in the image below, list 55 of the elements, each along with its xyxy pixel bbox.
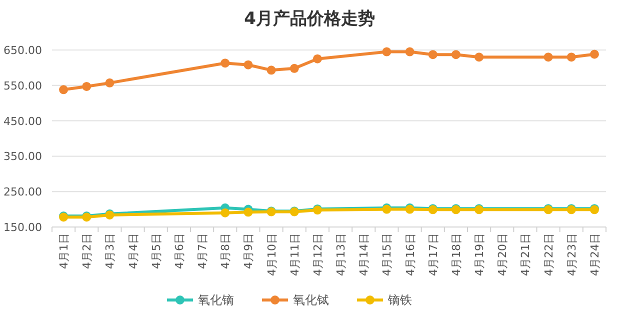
x-tick-label: 4月11日 xyxy=(288,233,302,276)
x-tick-label: 4月16日 xyxy=(404,233,417,276)
point xyxy=(566,52,576,62)
x-tick-label: 4月18日 xyxy=(450,233,463,276)
x-tick-label: 4月14日 xyxy=(358,233,371,276)
x-tick-label: 4月12日 xyxy=(311,233,324,276)
x-tick-label: 4月15日 xyxy=(380,233,394,276)
point xyxy=(428,50,438,60)
chart-title: 4月产品价格走势 xyxy=(244,9,375,29)
x-tick-label: 4月13日 xyxy=(334,233,348,276)
legend-label: 氧化铽 xyxy=(293,293,329,307)
x-tick-label: 4月23日 xyxy=(565,233,578,276)
x-tick-label: 4月2日 xyxy=(80,233,94,269)
point xyxy=(59,85,68,94)
point xyxy=(451,50,460,60)
legend-氧化铽: 氧化铽 xyxy=(262,293,329,307)
x-tick-label: 4月9日 xyxy=(242,233,256,269)
x-tick-label: 4月6日 xyxy=(172,233,186,269)
point xyxy=(220,208,230,218)
x-tick-label: 4月1日 xyxy=(58,233,71,269)
point xyxy=(474,52,484,62)
y-tick-label: 350.00 xyxy=(4,150,42,164)
x-tick-label: 4月19日 xyxy=(473,233,486,276)
point xyxy=(312,54,322,64)
x-tick-label: 4月5日 xyxy=(150,233,163,269)
point xyxy=(244,60,253,70)
point xyxy=(82,82,92,91)
x-tick-label: 4月22日 xyxy=(542,233,556,276)
x-tick-label: 4月24日 xyxy=(588,233,602,276)
legend-label: 镝铁 xyxy=(387,293,412,307)
legend-镝铁: 镝铁 xyxy=(357,293,412,307)
point xyxy=(266,66,276,75)
point xyxy=(405,47,414,56)
x-tick-label: 4月20日 xyxy=(496,233,510,276)
point xyxy=(105,78,114,88)
y-tick-label: 550.00 xyxy=(4,79,42,92)
point xyxy=(244,208,253,217)
x-tick-label: 4月17日 xyxy=(426,233,440,276)
y-tick-label: 250.00 xyxy=(4,186,42,199)
point xyxy=(544,52,553,62)
y-tick-label: 450.00 xyxy=(4,114,42,128)
legend-氧化镝: 氧化镝 xyxy=(167,293,234,307)
y-tick-label: 650.00 xyxy=(4,44,42,57)
x-tick-label: 4月8日 xyxy=(219,233,232,269)
point xyxy=(220,58,230,68)
x-tick-label: 4月4日 xyxy=(126,233,140,269)
legend-label: 氧化镝 xyxy=(198,293,234,307)
x-tick-label: 4月7日 xyxy=(196,233,210,269)
point xyxy=(290,64,299,73)
x-tick-label: 4月10日 xyxy=(265,233,278,276)
x-tick-label: 4月3日 xyxy=(104,233,117,269)
y-tick-label: 150.00 xyxy=(4,221,42,234)
x-tick-label: 4月21日 xyxy=(519,233,532,276)
point xyxy=(382,47,392,56)
point xyxy=(590,50,599,59)
